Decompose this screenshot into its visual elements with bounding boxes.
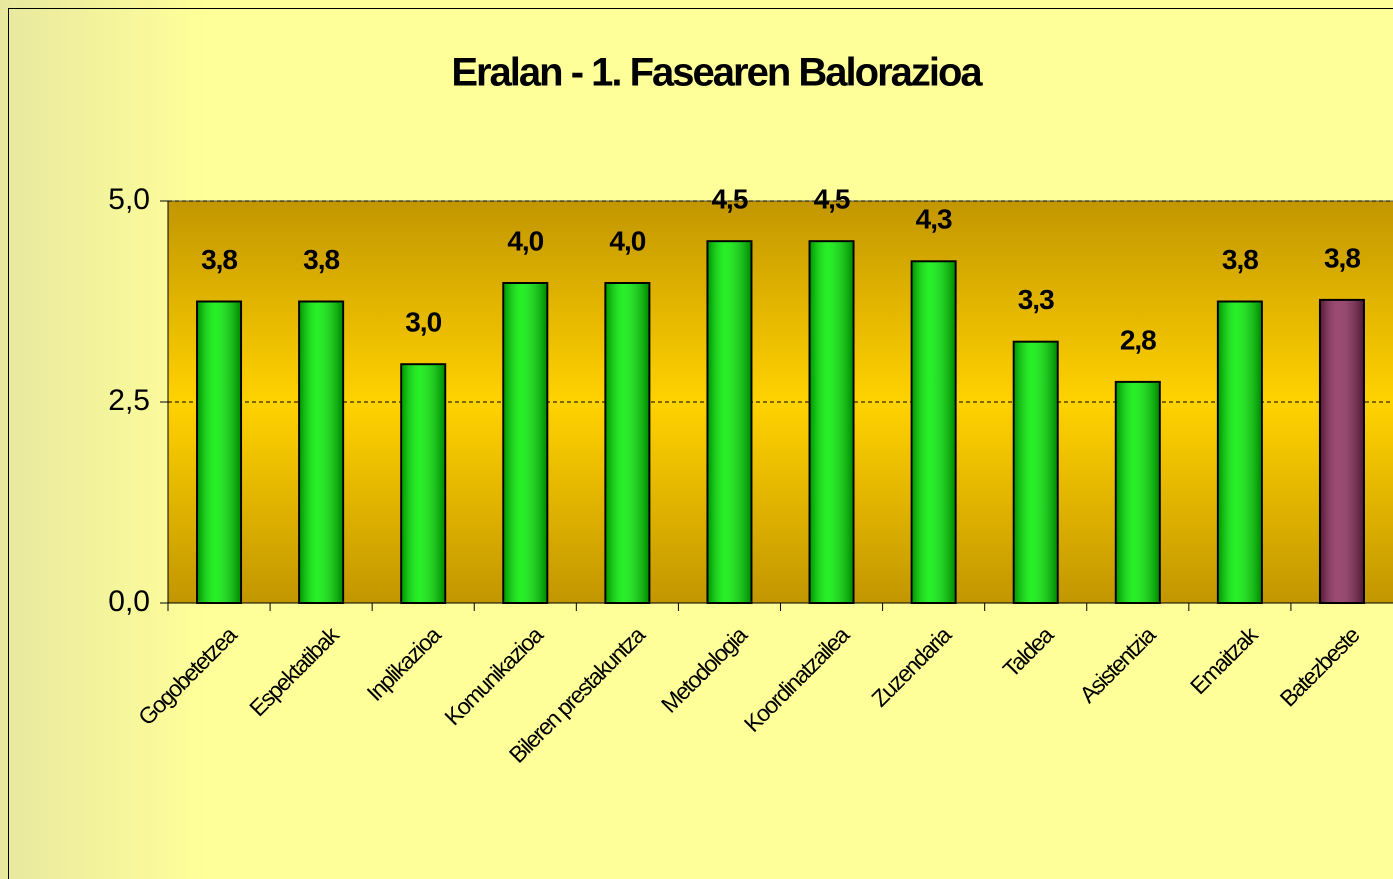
value-label: 4,5 bbox=[814, 184, 850, 215]
bar-shade bbox=[810, 242, 853, 602]
bar-shade bbox=[708, 242, 751, 602]
value-label: 3,3 bbox=[1018, 284, 1054, 315]
value-label: 4,0 bbox=[507, 225, 543, 256]
value-label: 2,8 bbox=[1120, 324, 1156, 355]
bar-shade bbox=[198, 302, 241, 602]
bar-shade bbox=[912, 262, 955, 602]
bar-shade bbox=[504, 284, 547, 602]
value-label: 3,8 bbox=[303, 244, 339, 275]
chart-title: Eralan - 1. Fasearen Balorazioa bbox=[451, 51, 983, 95]
value-label: 4,0 bbox=[609, 225, 645, 256]
bar-shade bbox=[1218, 302, 1261, 602]
bar-shade bbox=[1014, 342, 1057, 602]
frame bbox=[8, 8, 1393, 879]
bar-shade bbox=[300, 302, 343, 602]
y-tick-label: 0,0 bbox=[108, 585, 150, 618]
value-label: 4,5 bbox=[711, 184, 747, 215]
value-label: 3,8 bbox=[1222, 244, 1258, 275]
value-label: 3,8 bbox=[201, 244, 237, 275]
value-label: 3,8 bbox=[1324, 242, 1360, 273]
bar-shade bbox=[606, 284, 649, 602]
value-label: 4,3 bbox=[916, 204, 952, 235]
bar-shade bbox=[402, 365, 445, 602]
y-tick-label: 2,5 bbox=[108, 384, 150, 417]
y-tick-label: 5,0 bbox=[108, 183, 150, 216]
bar-shade bbox=[1116, 382, 1159, 602]
value-label: 3,0 bbox=[405, 307, 441, 338]
bar-shade bbox=[1320, 300, 1363, 602]
